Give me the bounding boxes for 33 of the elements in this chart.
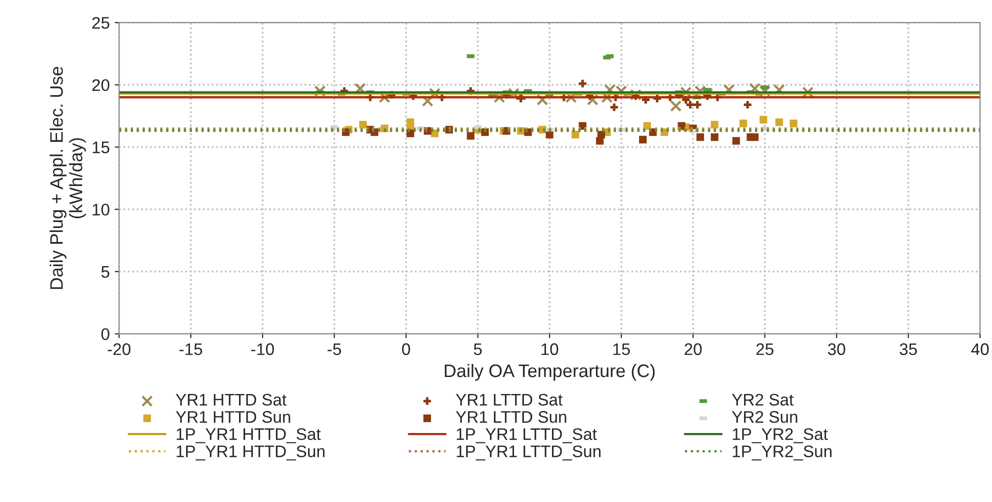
x-tick-label: -5 [328, 343, 342, 356]
legend-label: 1P_YR1 HTTD_Sat [176, 428, 321, 444]
x-tick-label: 40 [971, 343, 989, 356]
x-tick-label: 0 [402, 343, 410, 356]
legend-label: 1P_YR2_Sun [732, 445, 832, 460]
x-tick-label: -10 [251, 343, 274, 356]
x-tick-label: 20 [684, 343, 702, 356]
legend-label: YR2 Sun [732, 411, 798, 423]
y-tick-label: 20 [92, 79, 110, 92]
y-tick-label: 0 [101, 328, 110, 340]
legend-label: 1P_YR1 HTTD_Sun [176, 445, 324, 460]
y-tick-label: 15 [92, 142, 110, 154]
x-tick-label: 35 [900, 343, 917, 356]
x-tick-label: 5 [474, 343, 482, 356]
legend-label: 1P_YR1 LTTD_Sat [456, 428, 597, 444]
legend-label: YR1 HTTD Sat [176, 394, 286, 406]
x-tick-label: -20 [108, 343, 130, 356]
legend-label: YR1 HTTD Sun [176, 411, 290, 423]
x-tick-label: -15 [179, 343, 202, 356]
x-tick-label: 25 [756, 343, 774, 356]
legend-label: 1P_YR2_Sat [732, 428, 828, 444]
y-tick-label: 5 [101, 266, 110, 278]
x-tick-label: 30 [828, 343, 846, 356]
legend-label: YR2 Sat [732, 394, 794, 406]
legend-label: 1P_YR1 LTTD_Sun [456, 445, 601, 460]
legend-label: YR1 LTTD Sat [456, 394, 563, 406]
legend-label: YR1 LTTD Sun [456, 411, 566, 423]
y-tick-label: 10 [92, 204, 110, 216]
x-tick-label: 10 [542, 343, 558, 356]
x-axis-title: Daily OA Temperarture (C) [444, 364, 655, 381]
y-tick-label: 25 [92, 16, 110, 29]
y-axis-title: Daily Plug + Appl. Elec. Use (kWh/day) [50, 66, 86, 289]
x-tick-label: 15 [613, 343, 630, 356]
